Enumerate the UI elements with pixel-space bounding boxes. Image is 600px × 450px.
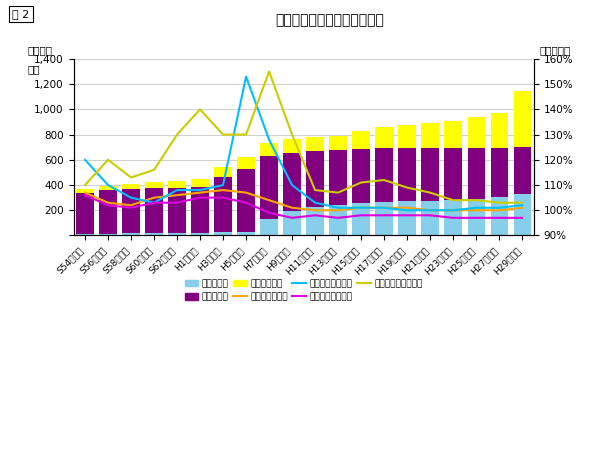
Bar [260,219,278,235]
Bar [491,197,508,235]
Bar [421,148,439,201]
Bar [307,207,324,235]
Bar [307,137,324,151]
Bar [421,123,439,148]
Bar [100,186,116,190]
Bar [145,233,163,235]
Text: 対前年度比: 対前年度比 [539,45,571,55]
Text: 保有台数: 保有台数 [28,45,52,55]
Bar [145,182,163,188]
Bar [514,148,531,194]
Bar [352,149,370,203]
Bar [76,193,94,234]
Text: 千台: 千台 [28,64,40,74]
Bar [76,234,94,235]
Bar [238,158,254,169]
Bar [214,232,232,235]
Bar [445,121,462,148]
Text: 自家用乗用車保有台数の推移: 自家用乗用車保有台数の推移 [275,14,385,27]
Bar [238,169,254,232]
Bar [191,187,209,233]
Bar [260,143,278,156]
Bar [122,184,140,189]
Bar [100,234,116,235]
Bar [260,156,278,219]
Bar [283,153,301,211]
Bar [145,188,163,233]
Bar [122,233,140,235]
Bar [445,148,462,200]
Bar [329,136,347,150]
Bar [238,232,254,235]
Bar [376,127,393,148]
Bar [283,139,301,153]
Text: 図 2: 図 2 [12,9,29,19]
Bar [214,177,232,232]
Bar [445,200,462,235]
Bar [100,190,116,234]
Bar [307,151,324,207]
Bar [467,199,485,235]
Bar [421,201,439,235]
Bar [76,189,94,193]
Bar [352,131,370,149]
Bar [398,125,416,148]
Bar [376,202,393,235]
Bar [491,148,508,197]
Bar [467,148,485,199]
Bar [398,148,416,202]
Legend: 普通車台数, 小型車台数, 軽自動車台数, 全体対前年度比, 普通車対前年度比, 小型車対前年度比, 軽自動車対前年度比: 普通車台数, 小型車台数, 軽自動車台数, 全体対前年度比, 普通車対前年度比,… [181,275,426,305]
Bar [514,91,531,148]
Bar [169,180,185,188]
Bar [514,194,531,235]
Bar [491,113,508,148]
Bar [122,189,140,233]
Bar [191,233,209,235]
Bar [169,233,185,235]
Bar [352,203,370,235]
Bar [329,150,347,205]
Bar [191,180,209,187]
Bar [169,188,185,233]
Bar [376,148,393,202]
Bar [398,202,416,235]
Bar [329,205,347,235]
Bar [467,117,485,148]
Bar [214,167,232,177]
Bar [283,211,301,235]
